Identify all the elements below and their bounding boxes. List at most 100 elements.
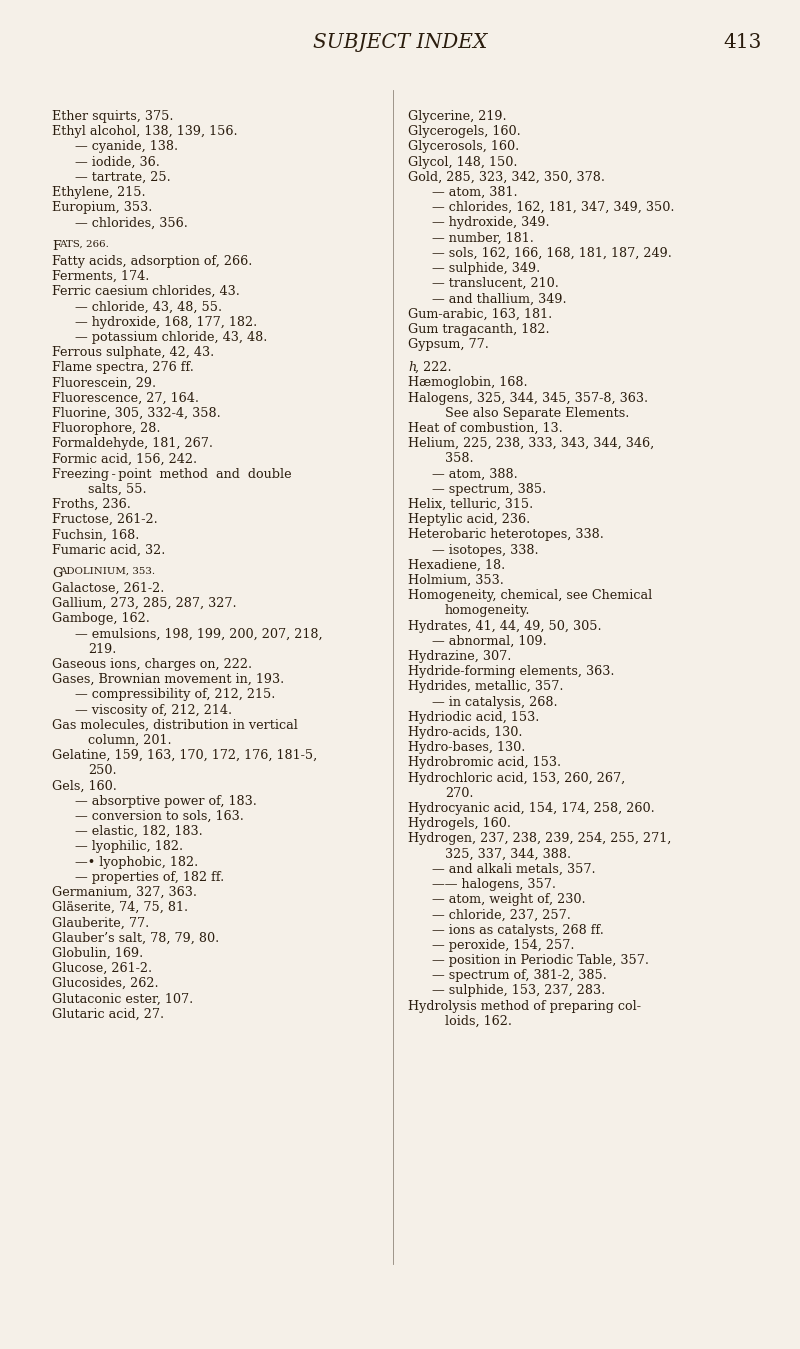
Text: — cyanide, 138.: — cyanide, 138. xyxy=(75,140,178,154)
Text: 358.: 358. xyxy=(445,452,474,465)
Text: Fluorine, 305, 332-4, 358.: Fluorine, 305, 332-4, 358. xyxy=(52,407,221,420)
Text: Europium, 353.: Europium, 353. xyxy=(52,201,152,214)
Text: SUBJECT INDEX: SUBJECT INDEX xyxy=(313,32,487,51)
Text: Gläserite, 74, 75, 81.: Gläserite, 74, 75, 81. xyxy=(52,901,188,915)
Text: Hexadiene, 18.: Hexadiene, 18. xyxy=(408,558,506,572)
Text: Hydriodic acid, 153.: Hydriodic acid, 153. xyxy=(408,711,539,724)
Text: salts, 55.: salts, 55. xyxy=(88,483,146,496)
Text: Gamboge, 162.: Gamboge, 162. xyxy=(52,612,150,626)
Text: ADOLINIUM, 353.: ADOLINIUM, 353. xyxy=(59,567,156,576)
Text: Glycerogels, 160.: Glycerogels, 160. xyxy=(408,125,521,138)
Text: Glauber’s salt, 78, 79, 80.: Glauber’s salt, 78, 79, 80. xyxy=(52,932,219,944)
Text: — compressibility of, 212, 215.: — compressibility of, 212, 215. xyxy=(75,688,275,701)
Text: — tartrate, 25.: — tartrate, 25. xyxy=(75,171,170,183)
Text: 250.: 250. xyxy=(88,765,117,777)
Text: F: F xyxy=(52,240,61,252)
Text: Gas molecules, distribution in vertical: Gas molecules, distribution in vertical xyxy=(52,719,298,731)
Text: Hydrolysis method of preparing col-: Hydrolysis method of preparing col- xyxy=(408,1000,641,1013)
Text: Hydrochloric acid, 153, 260, 267,: Hydrochloric acid, 153, 260, 267, xyxy=(408,772,626,785)
Text: Gold, 285, 323, 342, 350, 378.: Gold, 285, 323, 342, 350, 378. xyxy=(408,171,605,183)
Text: Galactose, 261-2.: Galactose, 261-2. xyxy=(52,581,164,595)
Text: — spectrum, 385.: — spectrum, 385. xyxy=(432,483,546,496)
Text: 219.: 219. xyxy=(88,643,116,656)
Text: Ferrous sulphate, 42, 43.: Ferrous sulphate, 42, 43. xyxy=(52,345,214,359)
Text: Fluorescein, 29.: Fluorescein, 29. xyxy=(52,376,156,390)
Text: Glucosides, 262.: Glucosides, 262. xyxy=(52,977,158,990)
Text: Gelatine, 159, 163, 170, 172, 176, 181-5,: Gelatine, 159, 163, 170, 172, 176, 181-5… xyxy=(52,749,318,762)
Text: Glycol, 148, 150.: Glycol, 148, 150. xyxy=(408,155,518,169)
Text: — iodide, 36.: — iodide, 36. xyxy=(75,155,160,169)
Text: Globulin, 169.: Globulin, 169. xyxy=(52,947,143,959)
Text: Ethylene, 215.: Ethylene, 215. xyxy=(52,186,146,200)
Text: — chlorides, 162, 181, 347, 349, 350.: — chlorides, 162, 181, 347, 349, 350. xyxy=(432,201,674,214)
Text: See also Separate Elements.: See also Separate Elements. xyxy=(445,407,630,420)
Text: Gaseous ions, charges on, 222.: Gaseous ions, charges on, 222. xyxy=(52,658,252,670)
Text: — properties of, 182 ff.: — properties of, 182 ff. xyxy=(75,871,224,884)
Text: loids, 162.: loids, 162. xyxy=(445,1014,512,1028)
Text: — sulphide, 153, 237, 283.: — sulphide, 153, 237, 283. xyxy=(432,985,606,997)
Text: Fatty acids, adsorption of, 266.: Fatty acids, adsorption of, 266. xyxy=(52,255,252,268)
Text: h: h xyxy=(408,362,416,374)
Text: — isotopes, 338.: — isotopes, 338. xyxy=(432,544,538,557)
Text: Heat of combustion, 13.: Heat of combustion, 13. xyxy=(408,422,562,434)
Text: — abnormal, 109.: — abnormal, 109. xyxy=(432,635,546,648)
Text: — in catalysis, 268.: — in catalysis, 268. xyxy=(432,696,558,708)
Text: Glucose, 261-2.: Glucose, 261-2. xyxy=(52,962,152,975)
Text: column, 201.: column, 201. xyxy=(88,734,172,747)
Text: Hydrides, metallic, 357.: Hydrides, metallic, 357. xyxy=(408,680,563,693)
Text: Helix, telluric, 315.: Helix, telluric, 315. xyxy=(408,498,534,511)
Text: ATS, 266.: ATS, 266. xyxy=(59,240,110,248)
Text: — atom, 381.: — atom, 381. xyxy=(432,186,518,200)
Text: — potassium chloride, 43, 48.: — potassium chloride, 43, 48. xyxy=(75,331,267,344)
Text: Homogeneity, chemical, see Chemical: Homogeneity, chemical, see Chemical xyxy=(408,590,652,602)
Text: Gallium, 273, 285, 287, 327.: Gallium, 273, 285, 287, 327. xyxy=(52,598,237,610)
Text: Hydrobromic acid, 153.: Hydrobromic acid, 153. xyxy=(408,757,561,769)
Text: Ferments, 174.: Ferments, 174. xyxy=(52,270,150,283)
Text: — position in Periodic Table, 357.: — position in Periodic Table, 357. xyxy=(432,954,649,967)
Text: Gels, 160.: Gels, 160. xyxy=(52,780,117,793)
Text: Halogens, 325, 344, 345, 357-8, 363.: Halogens, 325, 344, 345, 357-8, 363. xyxy=(408,391,648,405)
Text: Glutaconic ester, 107.: Glutaconic ester, 107. xyxy=(52,993,194,1005)
Text: Ethyl alcohol, 138, 139, 156.: Ethyl alcohol, 138, 139, 156. xyxy=(52,125,238,138)
Text: Hydrates, 41, 44, 49, 50, 305.: Hydrates, 41, 44, 49, 50, 305. xyxy=(408,619,602,633)
Text: — hydroxide, 168, 177, 182.: — hydroxide, 168, 177, 182. xyxy=(75,316,258,329)
Text: Fluorophore, 28.: Fluorophore, 28. xyxy=(52,422,161,434)
Text: Formic acid, 156, 242.: Formic acid, 156, 242. xyxy=(52,452,197,465)
Text: Gases, Brownian movement in, 193.: Gases, Brownian movement in, 193. xyxy=(52,673,284,687)
Text: Freezing - point  method  and  double: Freezing - point method and double xyxy=(52,468,292,480)
Text: Flame spectra, 276 ff.: Flame spectra, 276 ff. xyxy=(52,362,194,374)
Text: Germanium, 327, 363.: Germanium, 327, 363. xyxy=(52,886,197,898)
Text: Hydrogels, 160.: Hydrogels, 160. xyxy=(408,817,511,830)
Text: —— halogens, 357.: —— halogens, 357. xyxy=(432,878,556,890)
Text: G: G xyxy=(52,567,62,580)
Text: — emulsions, 198, 199, 200, 207, 218,: — emulsions, 198, 199, 200, 207, 218, xyxy=(75,627,322,641)
Text: — translucent, 210.: — translucent, 210. xyxy=(432,277,559,290)
Text: — spectrum of, 381-2, 385.: — spectrum of, 381-2, 385. xyxy=(432,969,607,982)
Text: — chloride, 43, 48, 55.: — chloride, 43, 48, 55. xyxy=(75,301,222,313)
Text: — chloride, 237, 257.: — chloride, 237, 257. xyxy=(432,908,571,921)
Text: Heterobaric heterotopes, 338.: Heterobaric heterotopes, 338. xyxy=(408,529,604,541)
Text: Hydrocyanic acid, 154, 174, 258, 260.: Hydrocyanic acid, 154, 174, 258, 260. xyxy=(408,803,654,815)
Text: — peroxide, 154, 257.: — peroxide, 154, 257. xyxy=(432,939,574,952)
Text: Gypsum, 77.: Gypsum, 77. xyxy=(408,339,489,351)
Text: — hydroxide, 349.: — hydroxide, 349. xyxy=(432,216,550,229)
Text: Fuchsin, 168.: Fuchsin, 168. xyxy=(52,529,139,541)
Text: Glauberite, 77.: Glauberite, 77. xyxy=(52,916,150,929)
Text: Hydrogen, 237, 238, 239, 254, 255, 271,: Hydrogen, 237, 238, 239, 254, 255, 271, xyxy=(408,832,671,846)
Text: Glycerosols, 160.: Glycerosols, 160. xyxy=(408,140,519,154)
Text: Fumaric acid, 32.: Fumaric acid, 32. xyxy=(52,544,166,557)
Text: Glutaric acid, 27.: Glutaric acid, 27. xyxy=(52,1008,164,1021)
Text: 325, 337, 344, 388.: 325, 337, 344, 388. xyxy=(445,847,571,861)
Text: 413: 413 xyxy=(724,32,762,51)
Text: — ions as catalysts, 268 ff.: — ions as catalysts, 268 ff. xyxy=(432,924,604,936)
Text: Hydrazine, 307.: Hydrazine, 307. xyxy=(408,650,511,662)
Text: Helium, 225, 238, 333, 343, 344, 346,: Helium, 225, 238, 333, 343, 344, 346, xyxy=(408,437,654,451)
Text: — number, 181.: — number, 181. xyxy=(432,232,534,244)
Text: Hydro-bases, 130.: Hydro-bases, 130. xyxy=(408,741,526,754)
Text: — and thallium, 349.: — and thallium, 349. xyxy=(432,293,566,305)
Text: Gum-arabic, 163, 181.: Gum-arabic, 163, 181. xyxy=(408,308,552,321)
Text: — atom, 388.: — atom, 388. xyxy=(432,468,518,480)
Text: Holmium, 353.: Holmium, 353. xyxy=(408,575,504,587)
Text: — elastic, 182, 183.: — elastic, 182, 183. xyxy=(75,826,202,838)
Text: — and alkali metals, 357.: — and alkali metals, 357. xyxy=(432,863,596,876)
